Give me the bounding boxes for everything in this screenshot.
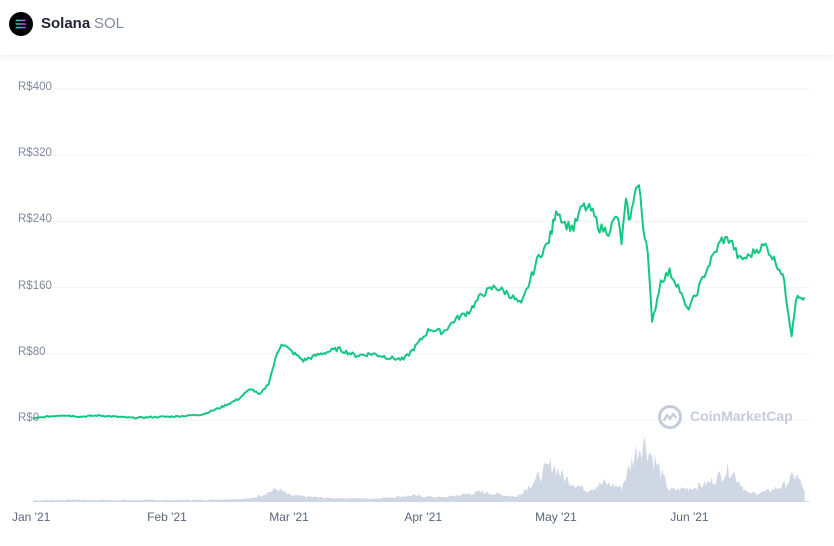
x-tick-label: May '21 [535,510,577,524]
price-series [32,184,806,420]
solana-logo-icon [9,12,33,36]
x-tick-label: Mar '21 [269,510,309,524]
chart-header: Solana SOL [0,0,834,55]
y-tick-label: R$320 [18,147,52,160]
watermark-text: CoinMarketCap [690,408,793,424]
price-chart[interactable] [0,56,834,546]
coinmarketcap-logo-icon [658,405,682,429]
y-tick-label: R$240 [18,213,52,226]
x-tick-label: Apr '21 [404,510,443,524]
x-tick-label: Feb '21 [147,510,187,524]
y-tick-label: R$400 [18,81,52,93]
y-tick-label: R$160 [18,279,52,292]
x-tick-label: Jan '21 [12,510,51,524]
watermark: CoinMarketCap [657,404,807,430]
coin-symbol: SOL [94,15,125,32]
price-line [32,184,806,420]
y-tick-label: R$0 [18,412,40,424]
grid-lines [33,88,809,502]
volume-area [33,436,805,501]
coin-name: Solana [41,15,91,32]
x-tick-label: Jun '21 [670,510,709,524]
y-tick-label: R$80 [18,345,46,358]
volume-series [33,436,805,501]
